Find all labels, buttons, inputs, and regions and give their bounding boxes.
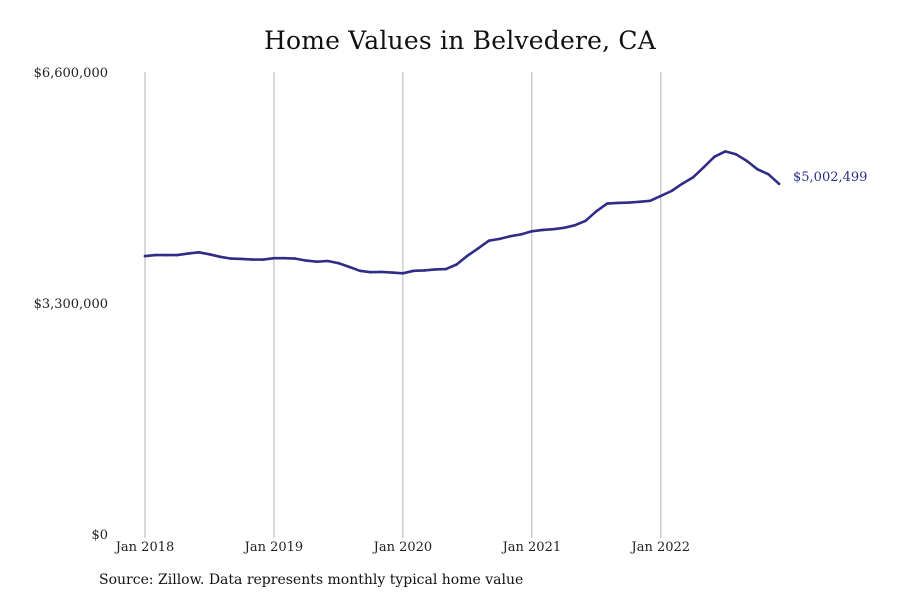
data-point <box>165 253 168 257</box>
data-point <box>767 172 770 176</box>
data-point <box>616 201 620 205</box>
source-note: Source: Zillow. Data represents monthly … <box>99 572 524 588</box>
data-point <box>347 265 351 269</box>
data-point <box>519 233 523 236</box>
data-point <box>337 261 340 265</box>
chart-title: Home Values in Belvedere, CA <box>264 26 656 55</box>
x-tick-label: Jan 2020 <box>372 540 433 555</box>
data-point <box>143 254 147 258</box>
series-layer: $5,002,499 <box>143 150 867 275</box>
data-point <box>294 257 297 260</box>
vertical-gridlines <box>144 72 662 538</box>
data-point <box>595 210 598 213</box>
data-point <box>627 201 630 204</box>
data-point <box>218 255 222 259</box>
data-point <box>390 271 394 274</box>
data-point <box>573 224 577 227</box>
data-point <box>659 194 663 198</box>
end-value-label: $5,002,499 <box>793 170 867 185</box>
x-tick-label: Jan 2018 <box>114 540 175 555</box>
data-point <box>466 254 469 258</box>
data-point <box>197 251 200 254</box>
data-point <box>509 234 512 238</box>
x-tick-label: Jan 2022 <box>630 540 691 555</box>
data-point <box>401 272 405 275</box>
data-point <box>229 257 233 260</box>
data-point <box>670 189 673 193</box>
y-tick-label: $6,600,000 <box>34 66 108 81</box>
data-point <box>562 226 566 230</box>
data-point <box>605 202 609 205</box>
data-point <box>154 253 157 257</box>
data-point <box>648 199 652 203</box>
data-point <box>745 159 749 163</box>
data-point <box>326 259 330 263</box>
data-point <box>261 258 265 261</box>
data-point <box>734 153 738 156</box>
y-axis-tick-labels: $0 $3,300,000 $6,600,000 <box>34 66 108 543</box>
data-point <box>175 253 179 257</box>
data-point <box>530 230 534 233</box>
data-point <box>552 227 555 231</box>
data-point <box>444 267 448 271</box>
series-line <box>143 150 781 275</box>
data-point <box>433 268 437 271</box>
data-point <box>412 269 415 273</box>
data-point <box>455 263 458 266</box>
x-axis-tick-labels: Jan 2018 Jan 2019 Jan 2020 Jan 2021 Jan 2022 <box>114 540 690 555</box>
data-point <box>251 258 254 261</box>
x-tick-label: Jan 2019 <box>243 540 304 555</box>
data-point <box>304 259 308 262</box>
data-point <box>272 256 276 260</box>
data-point <box>724 150 727 153</box>
data-point <box>283 256 287 260</box>
data-point <box>584 219 587 223</box>
data-point <box>487 239 491 242</box>
data-point <box>423 269 426 272</box>
data-point <box>681 182 684 185</box>
data-point <box>691 176 695 179</box>
data-point <box>638 200 641 204</box>
data-point <box>315 260 319 264</box>
data-point <box>702 165 706 169</box>
data-point <box>358 269 362 273</box>
data-point <box>369 270 373 274</box>
x-tick-label: Jan 2021 <box>501 540 562 555</box>
data-point <box>713 155 716 158</box>
y-tick-label: $3,300,000 <box>34 297 108 312</box>
data-point <box>186 252 190 255</box>
data-point <box>498 237 501 241</box>
data-point <box>777 182 781 186</box>
data-point <box>476 247 480 250</box>
data-point <box>380 270 383 274</box>
data-point <box>541 228 544 232</box>
y-tick-label: $0 <box>91 528 108 543</box>
data-point <box>208 253 211 256</box>
data-point <box>240 257 243 261</box>
data-point <box>756 168 759 171</box>
